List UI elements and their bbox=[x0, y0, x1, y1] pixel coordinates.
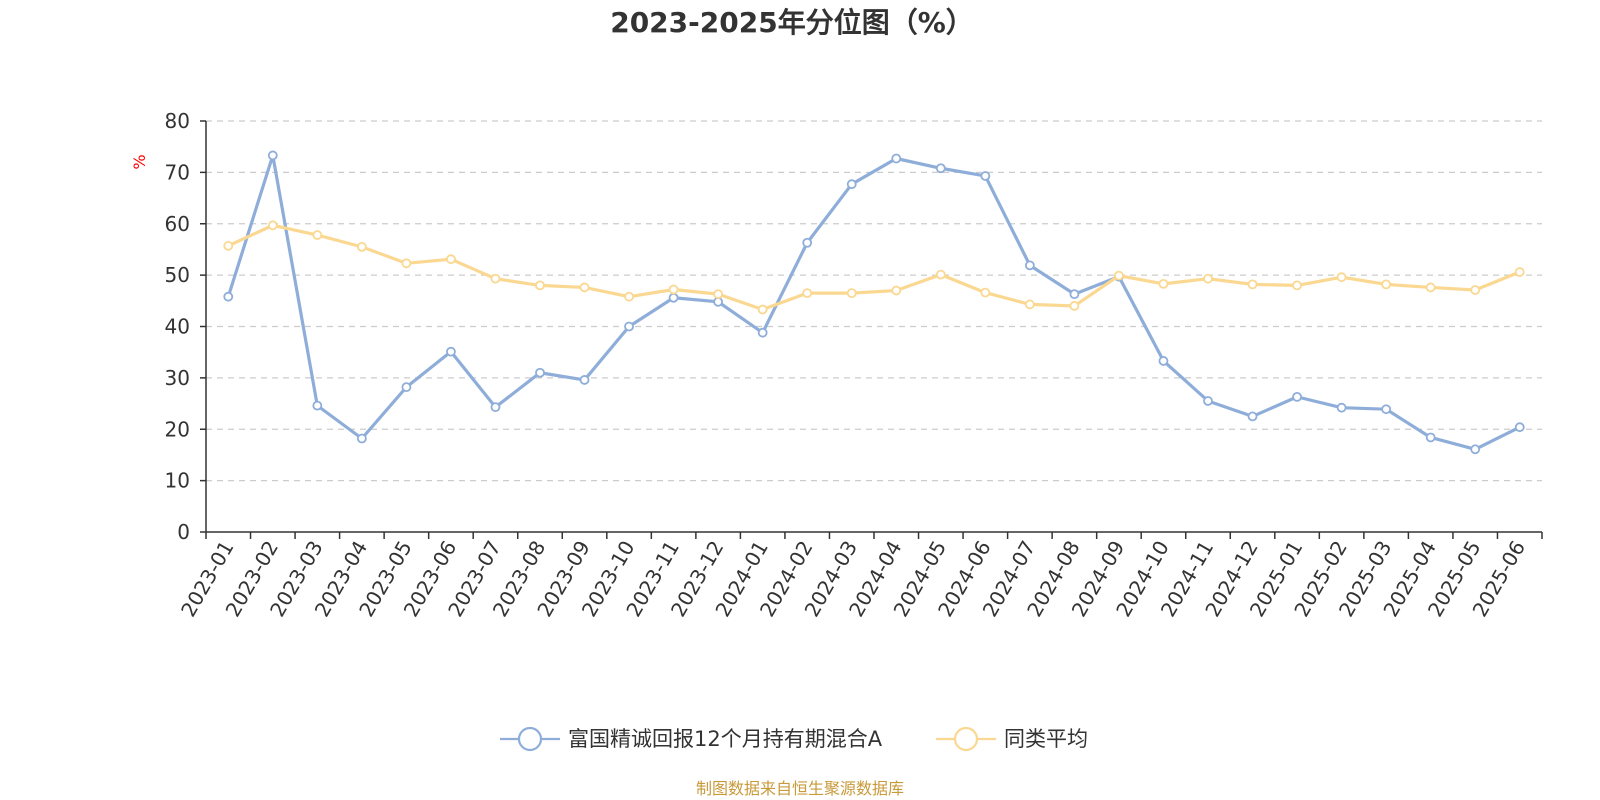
data-point bbox=[401, 382, 412, 393]
data-point bbox=[1381, 279, 1392, 290]
data-point bbox=[1514, 422, 1525, 433]
data-point bbox=[267, 150, 278, 161]
data-point bbox=[1292, 280, 1302, 291]
data-point bbox=[1425, 282, 1436, 293]
data-point bbox=[1114, 270, 1124, 281]
series-line bbox=[226, 223, 1522, 312]
y-tick-label: 20 bbox=[165, 417, 190, 441]
data-source-note: 制图数据来自恒生聚源数据库 bbox=[696, 779, 904, 798]
legend-label: 同类平均 bbox=[1004, 727, 1088, 751]
data-point bbox=[624, 321, 634, 332]
y-tick-label: 60 bbox=[165, 212, 190, 236]
y-tick-label: 80 bbox=[165, 109, 190, 133]
data-point bbox=[935, 163, 946, 174]
legend: 富国精诚回报12个月持有期混合A 同类平均 bbox=[500, 726, 1088, 752]
data-point bbox=[757, 304, 768, 315]
data-point bbox=[1514, 267, 1525, 277]
data-point bbox=[935, 269, 946, 280]
data-point bbox=[579, 375, 590, 385]
chart-title: 2023-2025年分位图（%） bbox=[610, 6, 974, 39]
data-point bbox=[846, 288, 857, 299]
data-point bbox=[490, 273, 501, 284]
data-point bbox=[757, 327, 768, 338]
data-point bbox=[223, 291, 234, 302]
series-line bbox=[226, 153, 1522, 451]
legend-item-1: 富国精诚回报12个月持有期混合A bbox=[500, 726, 883, 752]
series-1 bbox=[223, 150, 1525, 455]
y-tick-label: 30 bbox=[165, 366, 190, 390]
data-point bbox=[668, 284, 679, 295]
data-point bbox=[891, 153, 902, 164]
grid-lines bbox=[206, 120, 1542, 482]
data-point bbox=[356, 241, 367, 252]
data-point bbox=[1247, 411, 1258, 422]
legend-label: 富国精诚回报12个月持有期混合A bbox=[568, 727, 883, 751]
data-point bbox=[668, 292, 679, 303]
data-point bbox=[1336, 272, 1347, 283]
legend-item-2: 同类平均 bbox=[936, 726, 1088, 752]
y-tick-label: 50 bbox=[165, 263, 190, 287]
data-point bbox=[579, 282, 590, 293]
data-point bbox=[1024, 299, 1035, 310]
series-layer bbox=[223, 150, 1525, 455]
data-point bbox=[713, 296, 724, 307]
data-point bbox=[980, 171, 991, 181]
y-axis-label: % bbox=[130, 154, 149, 169]
data-point bbox=[1470, 444, 1481, 455]
data-point bbox=[1425, 432, 1436, 443]
y-tick-label: 70 bbox=[165, 160, 190, 184]
data-point bbox=[624, 291, 634, 302]
data-point bbox=[312, 400, 323, 411]
data-point bbox=[1336, 402, 1347, 413]
data-point bbox=[846, 179, 857, 190]
data-point bbox=[446, 254, 456, 265]
data-point bbox=[356, 433, 367, 444]
data-point bbox=[223, 240, 234, 251]
data-point bbox=[1470, 285, 1481, 295]
data-point bbox=[312, 230, 323, 240]
series-2 bbox=[223, 220, 1525, 315]
data-point bbox=[1203, 273, 1213, 284]
y-tick-label: 0 bbox=[177, 520, 190, 544]
y-tick-label: 10 bbox=[165, 469, 190, 493]
data-point bbox=[1069, 301, 1080, 311]
legend-circle-icon bbox=[953, 726, 979, 752]
data-point bbox=[1024, 260, 1035, 271]
data-point bbox=[267, 220, 278, 231]
data-point bbox=[802, 237, 813, 248]
data-point bbox=[1158, 278, 1169, 289]
data-point bbox=[1069, 289, 1080, 300]
data-point bbox=[980, 287, 991, 298]
data-point bbox=[401, 258, 412, 269]
data-point bbox=[1292, 391, 1302, 402]
data-point bbox=[713, 289, 724, 300]
data-point bbox=[446, 346, 456, 357]
data-point bbox=[535, 280, 545, 291]
data-point bbox=[1203, 396, 1213, 406]
data-point bbox=[802, 288, 813, 299]
data-point bbox=[1381, 404, 1392, 415]
data-point bbox=[535, 367, 545, 378]
y-tick-label: 40 bbox=[165, 315, 190, 339]
data-point bbox=[891, 285, 902, 296]
data-point bbox=[490, 402, 501, 413]
legend-circle-icon bbox=[517, 726, 543, 752]
data-point bbox=[1247, 279, 1258, 290]
data-point bbox=[1158, 356, 1169, 366]
